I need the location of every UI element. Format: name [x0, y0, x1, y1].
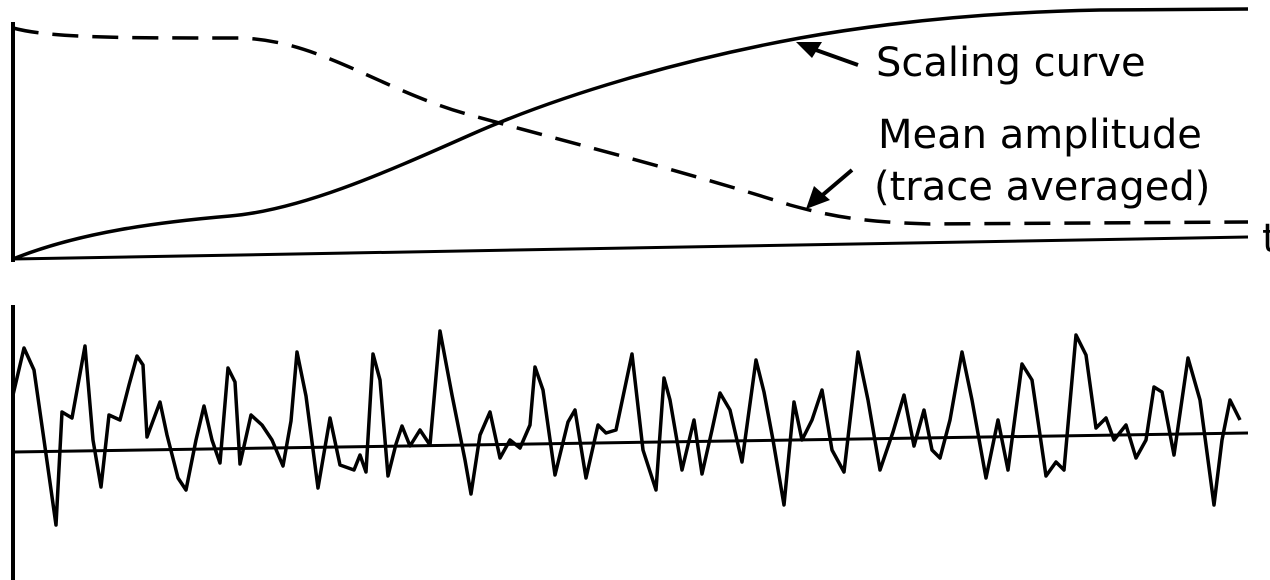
mean-amplitude-arrow	[806, 168, 854, 209]
bottom-baseline	[12, 431, 1249, 454]
mean-amplitude-label-line2: (trace averaged)	[874, 164, 1210, 210]
bottom-panel	[11, 305, 1249, 580]
top-x-axis	[12, 235, 1249, 261]
mean-amplitude-curve	[12, 26, 1249, 226]
top-axis-label: t	[1262, 216, 1270, 262]
top-panel: t Scaling curve Mean amplitude (trace av…	[11, 7, 1270, 262]
mean-amplitude-label-line1: Mean amplitude	[878, 112, 1202, 158]
scaling-curve-arrow	[796, 42, 859, 67]
seismic-trace	[11, 329, 1242, 527]
scaling-curve-label: Scaling curve	[876, 40, 1146, 86]
